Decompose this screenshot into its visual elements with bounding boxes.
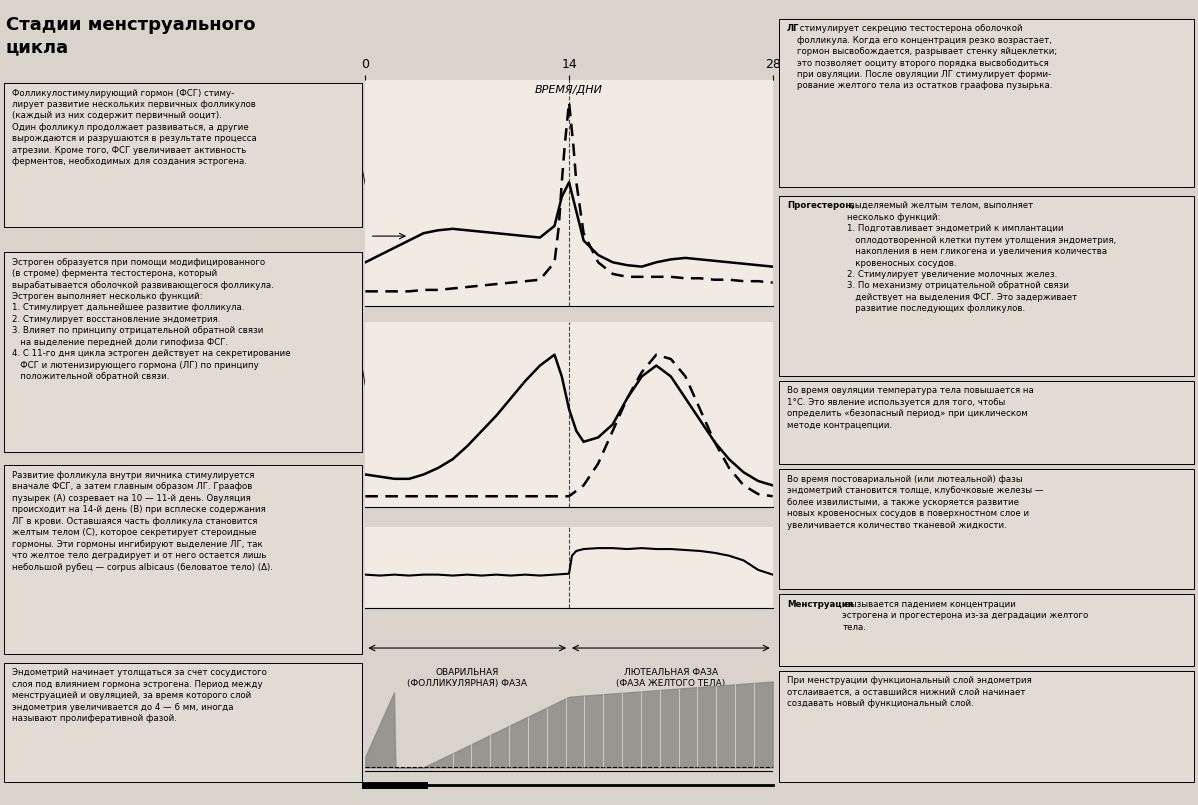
Text: Эстроген образуется при помощи модифицированного
(в строме) фермента тестостерон: Эстроген образуется при помощи модифицир… — [12, 258, 291, 381]
Text: (B): (B) — [550, 468, 564, 477]
Text: Во время овуляции температура тела повышается на
1°С. Это явление используется д: Во время овуляции температура тела повыш… — [787, 386, 1034, 430]
Text: выделяемый желтым телом, выполняет
несколько функций:
1. Подготавливает эндометр: выделяемый желтым телом, выполняет неско… — [847, 201, 1117, 313]
FancyBboxPatch shape — [4, 252, 362, 452]
Text: (D): (D) — [694, 468, 708, 477]
Text: ЛЮТЕАЛЬНАЯ ФАЗА
(ФАЗА ЖЕЛТОГО ТЕЛА): ЛЮТЕАЛЬНАЯ ФАЗА (ФАЗА ЖЕЛТОГО ТЕЛА) — [616, 668, 726, 687]
Circle shape — [725, 435, 737, 443]
FancyBboxPatch shape — [4, 83, 362, 227]
Circle shape — [680, 433, 697, 444]
Text: Стадии менструального
цикла: Стадии менструального цикла — [6, 16, 255, 56]
FancyBboxPatch shape — [779, 469, 1194, 589]
Text: ЛГ: ЛГ — [787, 24, 799, 33]
Text: Менструация: Менструация — [787, 600, 853, 609]
Text: (C): (C) — [616, 468, 630, 477]
Text: Развитие фолликула внутри яичника стимулируется
вначале ФСГ, а затем главным обр: Развитие фолликула внутри яичника стимул… — [12, 471, 273, 572]
Circle shape — [642, 431, 664, 446]
FancyBboxPatch shape — [4, 663, 362, 782]
FancyBboxPatch shape — [779, 594, 1194, 666]
FancyBboxPatch shape — [779, 671, 1194, 782]
Text: вызывается падением концентрации
эстрогена и прогестерона из-за деградации желто: вызывается падением концентрации эстроге… — [842, 600, 1089, 632]
Text: стимулирует секрецию тестостерона оболочкой
фолликула. Когда его концентрация ре: стимулирует секрецию тестостерона оболоч… — [797, 24, 1058, 90]
FancyBboxPatch shape — [4, 465, 362, 654]
Text: Эндометрий начинает утолщаться за счет сосудистого
слоя под влиянием гормона эст: Эндометрий начинает утолщаться за счет с… — [12, 668, 267, 723]
Text: Фолликулостимулирующий гормон (ФСГ) стиму-
лирует развитие нескольких первичных : Фолликулостимулирующий гормон (ФСГ) стим… — [12, 89, 256, 167]
Circle shape — [533, 431, 557, 447]
Circle shape — [425, 435, 437, 443]
Text: ВРЕМЯ/ДНИ: ВРЕМЯ/ДНИ — [536, 85, 603, 95]
Text: Прогестерон,: Прогестерон, — [787, 201, 854, 210]
FancyBboxPatch shape — [779, 381, 1194, 464]
FancyBboxPatch shape — [779, 19, 1194, 187]
FancyBboxPatch shape — [779, 196, 1194, 376]
Circle shape — [382, 430, 409, 448]
Text: (A): (A) — [478, 468, 492, 477]
Text: Во время постовариальной (или лютеальной) фазы
эндометрий становится толще, клуб: Во время постовариальной (или лютеальной… — [787, 475, 1043, 530]
Text: ОВАРИЛЬНАЯ
(ФОЛЛИКУЛЯРНАЯ) ФАЗА: ОВАРИЛЬНАЯ (ФОЛЛИКУЛЯРНАЯ) ФАЗА — [407, 668, 527, 687]
Circle shape — [592, 430, 618, 448]
Text: При менструации функциональный слой эндометрия
отслаивается, а оставшийся нижний: При менструации функциональный слой эндо… — [787, 676, 1031, 708]
Circle shape — [471, 433, 488, 444]
